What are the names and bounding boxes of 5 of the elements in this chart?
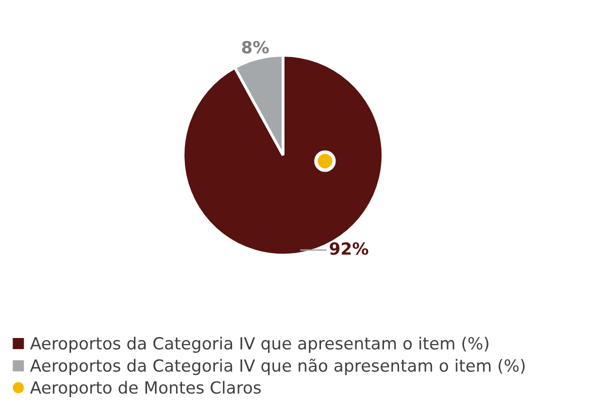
data-label: 8% bbox=[242, 40, 269, 54]
data-label: 92% bbox=[330, 242, 368, 255]
legend-label: Aeroportos da Categoria IV que não apresentam o item (%) bbox=[30, 358, 525, 376]
legend-label: Aeroportos da Categoria IV que apresentam o item (%) bbox=[30, 336, 488, 353]
text: Aeroporto de Montes Claros bbox=[30, 380, 261, 398]
